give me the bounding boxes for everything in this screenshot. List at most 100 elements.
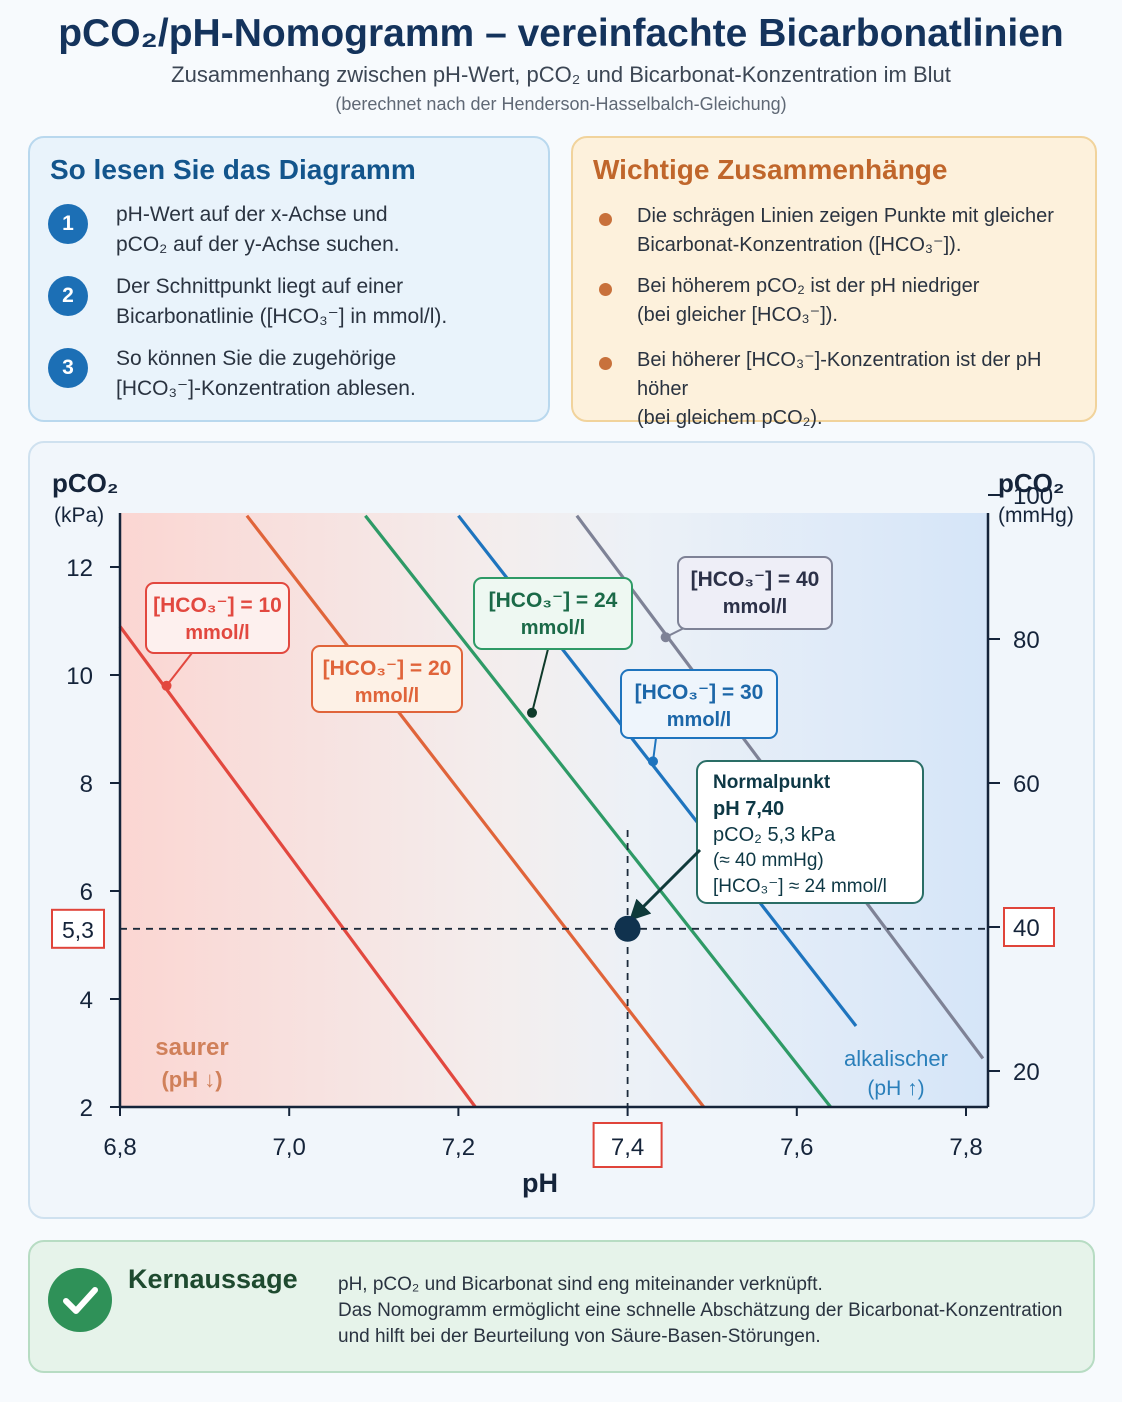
label-anchor-dot [660,632,671,643]
howto-panel: So lesen Sie das Diagramm 1 pH-Wert auf … [28,136,550,422]
bullet-text: Bei höherem pCO₂ ist der pH niedriger (b… [637,272,1097,330]
y-tick-left-label: 2 [80,1095,93,1122]
x-tick-label: 7,6 [780,1134,813,1161]
step-number: 3 [48,348,88,388]
label-anchor-dot [527,707,538,718]
label-name: [HCO₃⁻] = 30 [635,681,764,704]
step-line: [HCO₃⁻]-Konzentration ablesen. [116,377,416,400]
y-axis-right-title: pCO₂ [998,468,1064,498]
checkmark-icon [48,1268,112,1332]
line-label-5: [HCO₃⁻] = 40 mmol/l [660,556,833,643]
key-line: pH, pCO₂ und Bicarbonat sind eng miteina… [338,1274,823,1295]
facts-panel: Wichtige Zusammenhänge Die schrägen Lini… [571,136,1097,429]
y-tick-right-label: 40 [1013,915,1040,942]
label-box [620,669,778,739]
line-label-3: [HCO₃⁻] = 24 mmol/l [473,577,633,718]
axes: 6,8 7,0 7,2 7,4 7,6 7,8 2 4 6 8 10 12 5,3 20 40 60 80 100 [51,483,1055,1168]
normal-point-callout: Normalpunkt pH 7,40 pCO₂ 5,3 kPa (≈ 40 m… [629,760,924,921]
normal-point-marker [614,915,641,942]
step-line: So können Sie die zugehörige [116,347,397,370]
acid-annotation-sub: (pH ↓) [161,1067,222,1092]
label-unit: mmol/l [185,622,249,644]
y-left-highlight [51,908,105,949]
label-box [145,582,290,654]
x-tick-label: 7,2 [442,1134,475,1161]
bullet-line: Die schrägen Linien zeigen Punkte mit gl… [637,205,1054,227]
normal-point-line: [HCO₃⁻] ≈ 24 mmol/l [713,876,887,897]
x-tick-label: 7,4 [611,1134,644,1161]
bullet-text: Die schrägen Linien zeigen Punkte mit gl… [637,202,1097,260]
label-anchor-dot [647,756,658,767]
label-box [473,577,633,650]
x-tick-label: 6,8 [103,1134,136,1161]
checkmark-glyph [63,1287,98,1314]
y-tick-left-label: 10 [66,663,93,690]
step-line: Bicarbonatlinie ([HCO₃⁻] in mmol/l). [116,305,448,328]
bullet-text: Bei höherer [HCO₃⁻]-Konzentration ist de… [637,346,1097,433]
bicarbonate-line-1 [118,625,477,1108]
key-panel: Kernaussage pH, pCO₂ und Bicarbonat sind… [28,1240,1095,1373]
y-axis-left-title: pCO₂ [52,468,118,498]
y-left-highlight-label: 5,3 [62,917,94,943]
normal-point-line: pH 7,40 [713,798,784,820]
label-name: [HCO₃⁻] = 24 [489,589,618,612]
label-unit: mmol/l [355,685,419,707]
bullet-dot-icon [599,213,612,226]
facts-item-3: Bei höherer [HCO₃⁻]-Konzentration ist de… [599,348,1089,429]
normal-point-title: Normalpunkt [713,772,831,793]
step-line: pH-Wert auf der x-Achse und [116,203,388,226]
label-name: [HCO₃⁻] = 40 [691,568,820,591]
label-connector [165,652,193,687]
facts-title: Wichtige Zusammenhänge [593,154,948,185]
step-number: 1 [48,204,88,244]
step-text: So können Sie die zugehörige [HCO₃⁻]-Kon… [116,344,536,404]
y-tick-right-label: 80 [1013,627,1040,654]
step-line: pCO₂ auf der y-Achse suchen. [116,233,400,256]
guide-lines [120,830,988,1107]
page-title: pCO₂/pH-Nomogramm – vereinfachte Bicarbo… [58,12,1064,55]
x-tick-label: 7,0 [273,1134,306,1161]
step-number: 2 [48,276,88,316]
bullet-dot-icon [599,283,612,296]
x-tick-label: 7,8 [949,1134,982,1161]
label-unit: mmol/l [667,709,731,731]
bullet-line: (bei gleicher [HCO₃⁻]). [637,304,838,326]
label-unit: mmol/l [723,596,787,618]
y-axis-right-unit: (mmHg) [998,504,1074,527]
step-text: Der Schnittpunkt liegt auf einer Bicarbo… [116,272,536,332]
line-label-1: [HCO₃⁻] = 10 mmol/l [145,582,290,691]
howto-title: So lesen Sie das Diagramm [50,154,416,185]
key-line: und hilft bei der Beurteilung von Säure-… [338,1326,821,1347]
y-tick-left-label: 6 [80,879,93,906]
facts-item-2: Bei höherem pCO₂ ist der pH niedriger (b… [599,274,1089,344]
y-tick-right-label: 100 [1013,483,1053,510]
y-tick-left-label: 4 [80,987,93,1014]
step-line: Der Schnittpunkt liegt auf einer [116,275,404,298]
label-unit: mmol/l [521,617,585,639]
label-box [311,645,463,713]
y-tick-right-label: 60 [1013,771,1040,798]
y-right-highlight [1003,907,1055,947]
bicarbonate-line-3 [364,514,832,1108]
facts-item-1: Die schrägen Linien zeigen Punkte mit gl… [599,204,1089,274]
howto-step-3: 3 So können Sie die zugehörige [HCO₃⁻]-K… [48,347,528,418]
acid-annotation: saurer [155,1034,228,1061]
label-name: [HCO₃⁻] = 20 [323,657,452,680]
step-text: pH-Wert auf der x-Achse und pCO₂ auf der… [116,200,536,260]
alkaline-annotation: alkalischer [844,1046,948,1071]
label-connector [531,648,549,714]
label-anchor-dot [161,680,172,691]
howto-step-1: 1 pH-Wert auf der x-Achse und pCO₂ auf d… [48,203,528,274]
x-axis-title: pH [522,1168,558,1198]
y-tick-left-label: 8 [80,771,93,798]
bullet-dot-icon [599,357,612,370]
page-subtitle: Zusammenhang zwischen pH-Wert, pCO₂ und … [171,62,951,87]
page-note: (berechnet nach der Henderson-Hasselbalc… [335,94,787,114]
normal-point-line: pCO₂ 5,3 kPa [713,824,836,846]
howto-step-2: 2 Der Schnittpunkt liegt auf einer Bicar… [48,275,528,346]
line-label-2: [HCO₃⁻] = 20 mmol/l [311,645,463,713]
callout-arrow [629,848,702,921]
y-tick-left-label: 12 [66,555,93,582]
y-tick-right-label: 20 [1013,1059,1040,1086]
